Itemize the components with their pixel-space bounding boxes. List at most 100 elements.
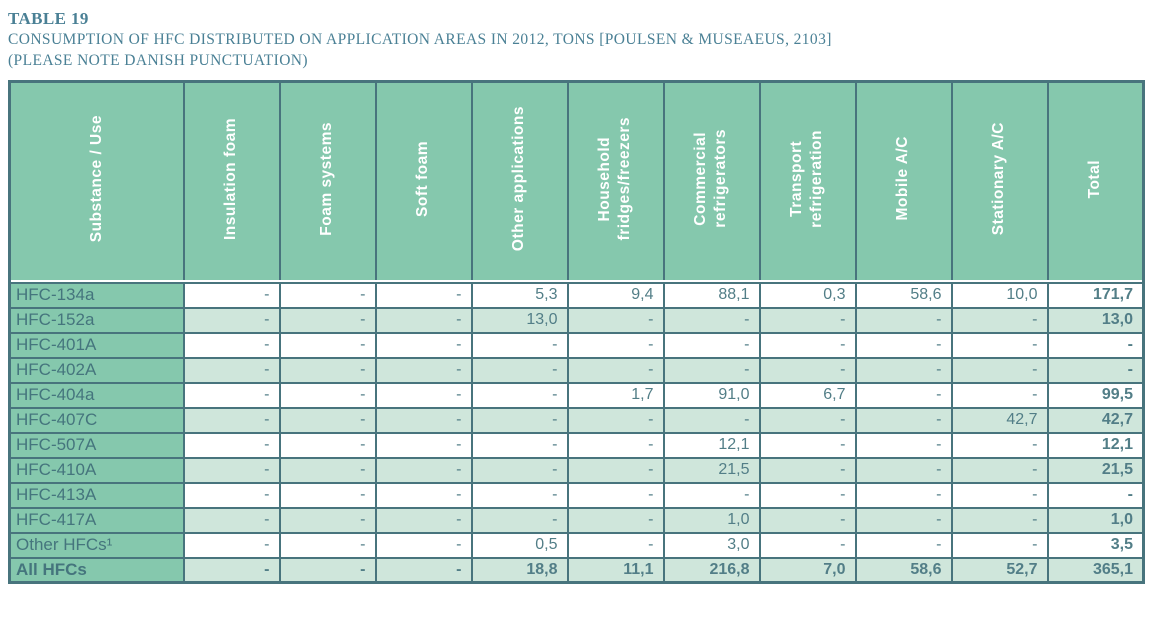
value-cell: - [566,406,665,434]
row-total-cell: 12,1 [1046,431,1145,459]
row-total-cell: 99,5 [1046,381,1145,409]
column-header-transport-refrigeration: Transport refrigeration [758,80,857,280]
row-label: HFC-134a [8,281,185,309]
value-cell: - [950,381,1049,409]
value-cell: - [182,506,281,534]
row-label: HFC-404a [8,381,185,409]
value-cell: - [470,506,569,534]
value-cell: - [854,456,953,484]
value-cell: - [374,556,473,584]
value-cell: 1,0 [662,506,761,534]
value-cell: - [470,381,569,409]
value-cell: - [182,556,281,584]
column-header-mobile-ac: Mobile A/C [854,80,953,280]
page: TABLE 19 CONSUMPTION OF HFC DISTRIBUTED … [8,8,1157,584]
row-total-cell: 3,5 [1046,531,1145,559]
value-cell: 58,6 [854,556,953,584]
table-row: Other HFCs¹ - - -0,5-3,0- - -3,5 [8,531,1145,559]
value-cell: 58,6 [854,281,953,309]
value-cell: - [854,431,953,459]
value-cell: - [662,356,761,384]
row-label: HFC-507A [8,431,185,459]
value-cell: - [374,306,473,334]
column-header-stationary-ac: Stationary A/C [950,80,1049,280]
row-total-cell: 13,0 [1046,306,1145,334]
value-cell: - [182,331,281,359]
row-total-cell: - [1046,331,1145,359]
table-row: HFC-410A - - - - -21,5- - -21,5 [8,456,1145,484]
value-cell: - [758,431,857,459]
value-cell: - [278,481,377,509]
value-cell: - [950,481,1049,509]
value-cell: - [854,306,953,334]
value-cell: - [854,331,953,359]
row-label: HFC-417A [8,506,185,534]
value-cell: - [758,456,857,484]
value-cell: 88,1 [662,281,761,309]
table-row: HFC-407C - - - - - - - -42,7 42,7 [8,406,1145,434]
row-label: HFC-407C [8,406,185,434]
value-cell: - [566,531,665,559]
value-cell: - [182,431,281,459]
column-header-label: Transport refrigeration [788,129,826,228]
value-cell: - [374,331,473,359]
value-cell: - [566,356,665,384]
value-cell: - [278,331,377,359]
value-cell: - [182,306,281,334]
value-cell: - [182,381,281,409]
row-total-cell: 21,5 [1046,456,1145,484]
value-cell: - [374,381,473,409]
value-cell: 0,3 [758,281,857,309]
value-cell: - [374,531,473,559]
value-cell: - [278,456,377,484]
value-cell: - [854,381,953,409]
table-row: HFC-413A - - - - - - - - - - [8,481,1145,509]
title-block: TABLE 19 CONSUMPTION OF HFC DISTRIBUTED … [8,8,1157,71]
column-header-label: Insulation foam [222,117,240,240]
value-cell: 42,7 [950,406,1049,434]
value-cell: - [182,481,281,509]
value-cell: - [566,506,665,534]
value-cell: - [374,431,473,459]
column-header-label: Commercial refrigerators [692,129,730,229]
column-header-label: Total [1086,159,1104,198]
value-cell: - [662,406,761,434]
value-cell: 5,3 [470,281,569,309]
value-cell: - [950,531,1049,559]
value-cell: 11,1 [566,556,665,584]
value-cell: - [374,481,473,509]
table-row: HFC-402A - - - - - - - - - - [8,356,1145,384]
corner-header-label: Substance / Use [87,115,105,243]
column-header-label: Stationary A/C [990,122,1008,236]
value-cell: - [470,356,569,384]
column-header-insulation-foam: Insulation foam [182,80,281,280]
value-cell: - [662,331,761,359]
value-cell: - [374,356,473,384]
row-label: All HFCs [8,556,185,584]
value-cell: 52,7 [950,556,1049,584]
column-header-other-applications: Other applications [470,80,569,280]
column-header-label: Foam systems [318,121,336,236]
value-cell: - [278,531,377,559]
value-cell: 12,1 [662,431,761,459]
value-cell: 7,0 [758,556,857,584]
value-cell: - [278,356,377,384]
value-cell: - [182,531,281,559]
value-cell: - [854,356,953,384]
punctuation-note: (PLEASE NOTE DANISH PUNCTUATION) [8,52,308,69]
value-cell: 0,5 [470,531,569,559]
value-cell: - [662,306,761,334]
value-cell: - [758,531,857,559]
value-cell: - [566,481,665,509]
value-cell: - [950,331,1049,359]
value-cell: - [374,281,473,309]
row-total-cell: 1,0 [1046,506,1145,534]
value-cell: - [758,406,857,434]
value-cell: - [182,456,281,484]
value-cell: - [758,481,857,509]
value-cell: - [470,331,569,359]
row-total-cell: 365,1 [1046,556,1145,584]
row-label: HFC-402A [8,356,185,384]
table-row: HFC-134a - - -5,3 9,4 88,1 0,3 58,6 10,0 171,7 [8,281,1145,309]
value-cell: - [470,406,569,434]
